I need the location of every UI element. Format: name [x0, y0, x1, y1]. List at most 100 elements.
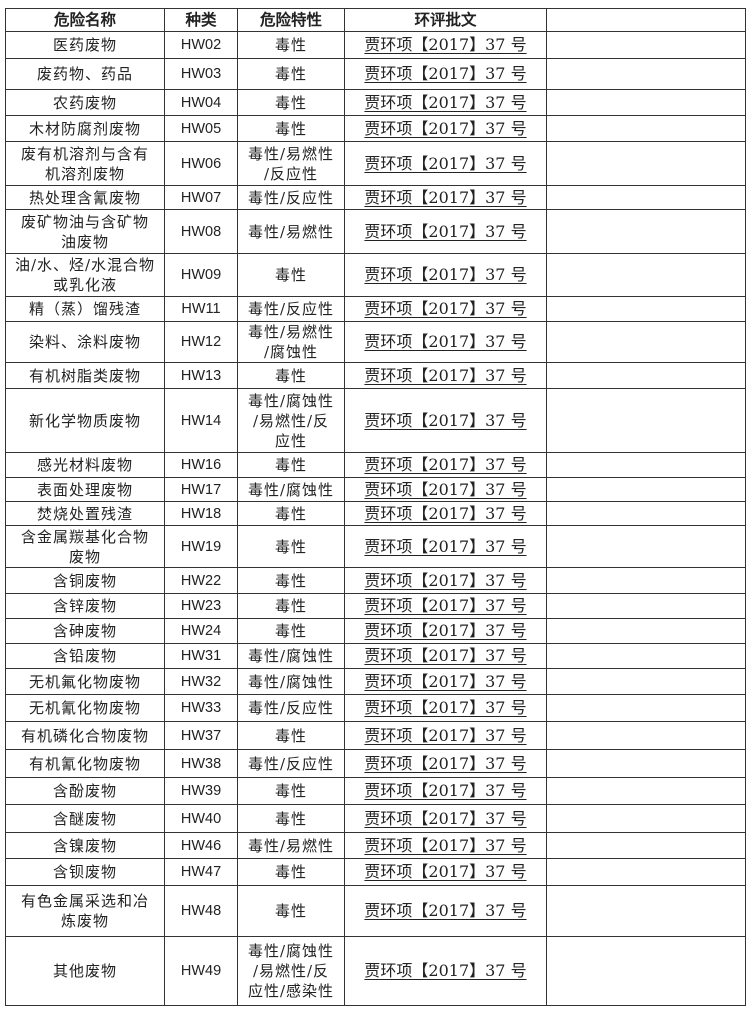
- hazard-property-cell: 毒性: [237, 593, 345, 619]
- category-code-cell: HW38: [164, 749, 238, 778]
- hazard-name-cell: 废矿物油与含矿物 油废物: [5, 209, 165, 254]
- approval-ref-text: 贾环项【2017】37 号: [364, 570, 527, 590]
- hazard-name-cell: 其他废物: [5, 936, 165, 1006]
- hazard-property-cell: 毒性/腐蚀性: [237, 477, 345, 502]
- category-code-cell: HW06: [164, 141, 238, 186]
- empty-cell: [546, 388, 746, 453]
- approval-cell: 贾环项【2017】37 号: [344, 858, 547, 886]
- hazard-property-cell: 毒性/腐蚀性: [237, 643, 345, 669]
- empty-cell: [546, 115, 746, 142]
- empty-cell: [546, 141, 746, 186]
- approval-ref-text: 贾环项【2017】37 号: [364, 596, 527, 615]
- table-row: 其他废物 HW49 毒性/腐蚀性 /易燃性/反 应性/感染性 贾环项【2017】37 …: [5, 936, 746, 1006]
- approval-ref-text: 贾环项【2017】37 号: [364, 961, 527, 980]
- approval-ref-text: 贾环项【2017】37 号: [364, 221, 527, 241]
- empty-cell: [546, 749, 746, 778]
- approval-cell: 贾环项【2017】37 号: [344, 362, 547, 389]
- table-row: 染料、涂料废物 HW12 毒性/易燃性 /腐蚀性 贾环项【2017】37 号: [5, 321, 746, 363]
- hazard-property-cell: 毒性/腐蚀性 /易燃性/反 应性: [237, 388, 345, 453]
- category-code-cell: HW09: [164, 253, 238, 297]
- table-row: 含砷废物 HW24 毒性 贾环项【2017】37 号: [5, 618, 746, 644]
- table-row: 含金属羰基化合物 废物 HW19 毒性 贾环项【2017】37 号: [5, 525, 746, 568]
- header-empty: [546, 8, 746, 32]
- approval-cell: 贾环项【2017】37 号: [344, 388, 547, 453]
- approval-cell: 贾环项【2017】37 号: [344, 643, 547, 669]
- approval-cell: 贾环项【2017】37 号: [344, 253, 547, 297]
- empty-cell: [546, 477, 746, 502]
- approval-ref-text: 贾环项【2017】37 号: [364, 410, 527, 430]
- hazard-name-cell: 含金属羰基化合物 废物: [5, 525, 165, 568]
- table-row: 精（蒸）馏残渣 HW11 毒性/反应性 贾环项【2017】37 号: [5, 296, 746, 322]
- approval-cell: 贾环项【2017】37 号: [344, 525, 547, 568]
- hazard-property-cell: 毒性: [237, 858, 345, 886]
- approval-cell: 贾环项【2017】37 号: [344, 832, 547, 859]
- approval-cell: 贾环项【2017】37 号: [344, 668, 547, 695]
- category-code-cell: HW04: [164, 89, 238, 116]
- approval-cell: 贾环项【2017】37 号: [344, 31, 547, 59]
- table-row: 含锌废物 HW23 毒性 贾环项【2017】37 号: [5, 593, 746, 619]
- empty-cell: [546, 185, 746, 210]
- hazard-name-cell: 废有机溶剂与含有 机溶剂废物: [5, 141, 165, 186]
- header-approval: 环评批文: [344, 8, 547, 32]
- approval-cell: 贾环项【2017】37 号: [344, 115, 547, 142]
- empty-cell: [546, 296, 746, 322]
- hazard-name-cell: 含醚废物: [5, 804, 165, 833]
- hazard-property-cell: 毒性: [237, 58, 345, 90]
- table-row: 有机树脂类废物 HW13 毒性 贾环项【2017】37 号: [5, 362, 746, 389]
- empty-cell: [546, 668, 746, 695]
- category-code-cell: HW39: [164, 777, 238, 805]
- header-row: 危险名称 种类 危险特性 环评批文: [5, 8, 746, 32]
- hazard-property-cell: 毒性: [237, 777, 345, 805]
- empty-cell: [546, 362, 746, 389]
- hazard-property-cell: 毒性: [237, 618, 345, 644]
- hazard-property-cell: 毒性: [237, 567, 345, 594]
- hazard-property-cell: 毒性: [237, 885, 345, 937]
- hazard-name-cell: 感光材料废物: [5, 452, 165, 478]
- approval-ref-text: 贾环项【2017】37 号: [364, 153, 527, 173]
- approval-cell: 贾环项【2017】37 号: [344, 209, 547, 254]
- category-code-cell: HW49: [164, 936, 238, 1006]
- approval-cell: 贾环项【2017】37 号: [344, 296, 547, 322]
- empty-cell: [546, 452, 746, 478]
- empty-cell: [546, 567, 746, 594]
- category-code-cell: HW31: [164, 643, 238, 669]
- empty-cell: [546, 593, 746, 619]
- approval-ref-text: 贾环项【2017】37 号: [364, 671, 527, 691]
- hazard-name-cell: 有机树脂类废物: [5, 362, 165, 389]
- table-row: 焚烧处置残渣 HW18 毒性 贾环项【2017】37 号: [5, 501, 746, 526]
- hazard-name-cell: 木材防腐剂废物: [5, 115, 165, 142]
- approval-ref-text: 贾环项【2017】37 号: [364, 901, 527, 920]
- hazard-name-cell: 精（蒸）馏残渣: [5, 296, 165, 322]
- approval-cell: 贾环项【2017】37 号: [344, 804, 547, 833]
- approval-ref-text: 贾环项【2017】37 号: [364, 781, 527, 800]
- category-code-cell: HW47: [164, 858, 238, 886]
- hazard-name-cell: 新化学物质废物: [5, 388, 165, 453]
- hazard-name-cell: 有机磷化合物废物: [5, 721, 165, 750]
- approval-ref-text: 贾环项【2017】37 号: [364, 808, 527, 828]
- category-code-cell: HW07: [164, 185, 238, 210]
- empty-cell: [546, 643, 746, 669]
- approval-cell: 贾环项【2017】37 号: [344, 593, 547, 619]
- category-code-cell: HW48: [164, 885, 238, 937]
- empty-cell: [546, 936, 746, 1006]
- category-code-cell: HW02: [164, 31, 238, 59]
- approval-cell: 贾环项【2017】37 号: [344, 89, 547, 116]
- empty-cell: [546, 721, 746, 750]
- category-code-cell: HW14: [164, 388, 238, 453]
- hazard-property-cell: 毒性: [237, 721, 345, 750]
- approval-ref-text: 贾环项【2017】37 号: [364, 725, 527, 745]
- category-code-cell: HW46: [164, 832, 238, 859]
- approval-ref-text: 贾环项【2017】37 号: [364, 862, 527, 881]
- approval-ref-text: 贾环项【2017】37 号: [364, 698, 527, 717]
- empty-cell: [546, 501, 746, 526]
- approval-cell: 贾环项【2017】37 号: [344, 885, 547, 937]
- approval-cell: 贾环项【2017】37 号: [344, 321, 547, 363]
- category-code-cell: HW08: [164, 209, 238, 254]
- category-code-cell: HW13: [164, 362, 238, 389]
- table-row: 含镍废物 HW46 毒性/易燃性 贾环项【2017】37 号: [5, 832, 746, 859]
- empty-cell: [546, 694, 746, 722]
- empty-cell: [546, 253, 746, 297]
- category-code-cell: HW18: [164, 501, 238, 526]
- category-code-cell: HW12: [164, 321, 238, 363]
- hazard-name-cell: 有机氰化物废物: [5, 749, 165, 778]
